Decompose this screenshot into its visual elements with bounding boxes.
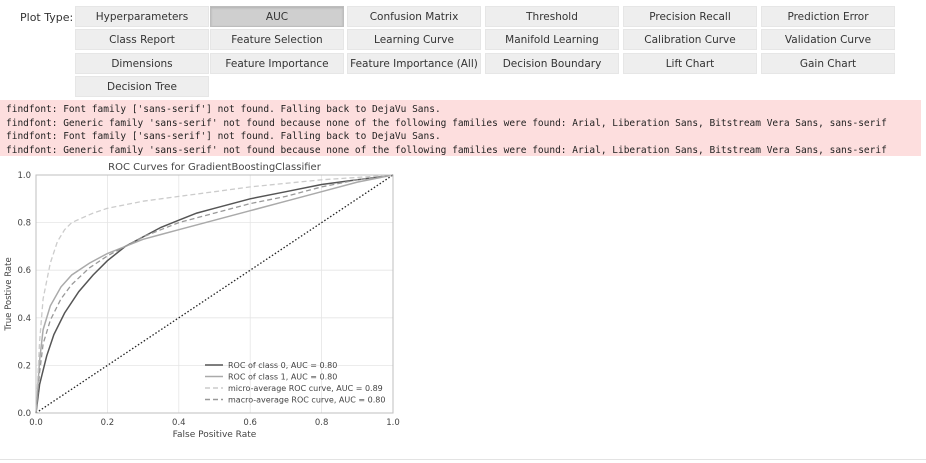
y-axis-label: True Postive Rate	[4, 257, 14, 331]
x-tick-label: 0.0	[29, 418, 43, 428]
y-tick-label: 1.0	[17, 171, 31, 181]
y-tick-label: 0.2	[17, 361, 31, 371]
plot-type-button-prediction-error[interactable]: Prediction Error	[761, 6, 895, 27]
plot-type-button-feature-selection[interactable]: Feature Selection	[210, 29, 344, 50]
x-tick-label: 0.6	[243, 418, 257, 428]
log-line: findfont: Font family ['sans-serif'] not…	[6, 131, 441, 142]
y-tick-label: 0.8	[17, 219, 31, 229]
plot-type-button-auc[interactable]: AUC	[210, 6, 344, 27]
legend-label: ROC of class 1, AUC = 0.80	[228, 373, 337, 382]
plot-type-button-validation-curve[interactable]: Validation Curve	[761, 29, 895, 50]
roc-series-line	[35, 174, 394, 414]
plot-type-button-confusion-matrix[interactable]: Confusion Matrix	[347, 6, 481, 27]
x-tick-label: 1.0	[386, 418, 400, 428]
plot-type-button-dimensions[interactable]: Dimensions	[75, 53, 209, 74]
roc-series-line	[35, 174, 394, 414]
y-tick-label: 0.0	[17, 409, 31, 419]
chance-diagonal-line	[35, 174, 394, 414]
x-tick-label: 0.8	[315, 418, 329, 428]
log-line: findfont: Generic family 'sans-serif' no…	[6, 144, 887, 156]
plot-frame	[35, 174, 394, 414]
roc-chart: 0.0 0.2 0.4 0.6 0.8 1.0 0.0 0.2 0.4 0.6 0.8 1.0 ROC …	[4, 162, 400, 440]
plot-type-button-hyperparameters[interactable]: Hyperparameters	[75, 6, 209, 27]
chart-title: ROC Curves for GradientBoostingClassifie…	[108, 162, 322, 173]
plot-type-button-manifold-learning[interactable]: Manifold Learning	[485, 29, 619, 50]
plot-type-button-gain-chart[interactable]: Gain Chart	[761, 53, 895, 74]
log-line: findfont: Generic family 'sans-serif' no…	[6, 117, 887, 129]
x-tick-label: 0.2	[101, 418, 115, 428]
plot-type-button-calibration-curve[interactable]: Calibration Curve	[623, 29, 757, 50]
warning-log: findfont: Font family ['sans-serif'] not…	[0, 100, 921, 156]
plot-type-button-decision-tree[interactable]: Decision Tree	[75, 76, 209, 97]
plot-type-button-class-report[interactable]: Class Report	[75, 29, 209, 50]
plot-type-button-threshold[interactable]: Threshold	[485, 6, 619, 27]
y-tick-label: 0.4	[17, 314, 31, 324]
x-axis-label: False Positive Rate	[173, 430, 257, 440]
x-tick-label: 0.4	[172, 418, 186, 428]
plot-type-button-lift-chart[interactable]: Lift Chart	[623, 53, 757, 74]
plot-type-button-precision-recall[interactable]: Precision Recall	[623, 6, 757, 27]
legend-label: ROC of class 0, AUC = 0.80	[228, 361, 337, 370]
roc-series-line	[35, 174, 394, 414]
roc-series-line	[35, 174, 394, 414]
y-tick-label: 0.6	[17, 266, 31, 276]
plot-type-label: Plot Type:	[20, 11, 74, 24]
plot-type-button-feature-importance[interactable]: Feature Importance	[210, 53, 344, 74]
plot-type-button-learning-curve[interactable]: Learning Curve	[347, 29, 481, 50]
divider	[0, 459, 926, 460]
legend-label: micro-average ROC curve, AUC = 0.89	[228, 384, 383, 393]
plot-type-button-decision-boundary[interactable]: Decision Boundary	[485, 53, 619, 74]
plot-type-button-feature-importance-all[interactable]: Feature Importance (All)	[347, 53, 481, 74]
legend-label: macro-average ROC curve, AUC = 0.80	[228, 396, 385, 405]
log-line: findfont: Font family ['sans-serif'] not…	[6, 104, 441, 115]
